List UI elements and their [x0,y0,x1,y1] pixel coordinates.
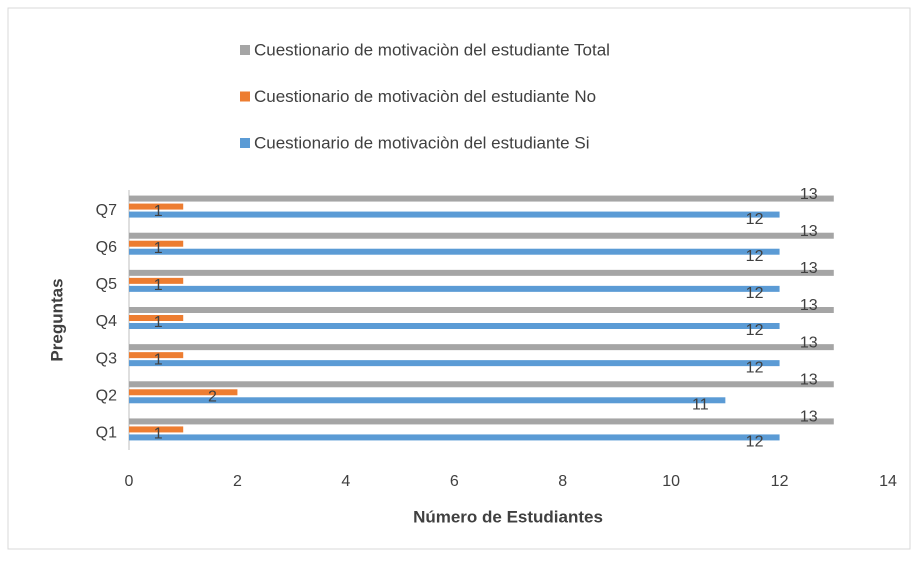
bar [129,269,834,276]
bar [129,426,184,433]
data-label: 12 [746,359,764,376]
bar [129,381,834,388]
data-label: 12 [746,285,764,302]
data-label: 1 [154,277,163,294]
data-label: 2 [208,389,217,406]
y-tick-label: Q3 [96,350,117,367]
bar [129,389,238,396]
legend-label: Cuestionario de motivaciòn del estudiant… [254,40,610,59]
bar [129,277,184,284]
y-tick-label: Q4 [96,313,117,330]
bar [129,211,780,218]
bar [129,248,780,255]
data-label: 12 [746,211,764,228]
data-label: 1 [154,203,163,220]
x-tick-label: 4 [341,473,350,490]
y-tick-label: Q6 [96,239,117,256]
data-label: 13 [800,297,818,314]
y-axis-label: Preguntas [47,278,66,361]
legend-swatch [240,91,250,102]
data-label: 13 [800,372,818,389]
bar [129,434,780,441]
data-label: 13 [800,409,818,426]
data-label: 13 [800,260,818,277]
data-label: 11 [692,397,709,414]
bar [129,307,834,313]
bar [129,352,184,359]
x-tick-label: 6 [450,473,459,490]
x-tick-label: 0 [125,473,134,490]
y-tick-label: Q1 [96,425,117,442]
bar [129,397,726,404]
x-tick-label: 10 [662,473,680,490]
bar [129,240,184,247]
data-label: 12 [746,248,764,265]
y-tick-label: Q7 [96,202,117,219]
legend-swatch [240,45,250,55]
data-label: 13 [800,223,818,240]
bar [129,418,834,425]
legend-label: Cuestionario de motivaciòn del estudiant… [254,133,589,152]
bar [129,195,834,202]
bar [129,360,780,367]
data-label: 12 [746,434,764,451]
data-label: 1 [154,351,163,368]
x-axis-label: Número de Estudiantes [413,507,603,526]
bar [129,315,184,321]
data-label: 1 [154,240,163,257]
bar [129,232,834,239]
legend-label: Cuestionario de motivaciòn del estudiant… [254,87,596,106]
x-tick-label: 14 [879,473,897,490]
data-label: 12 [746,322,764,339]
legend-swatch [240,138,250,148]
x-tick-label: 12 [771,473,789,490]
x-tick-label: 2 [233,473,242,490]
data-label: 13 [800,186,818,203]
data-label: 1 [154,314,163,331]
data-label: 13 [800,334,818,351]
bar [129,323,780,329]
bar [129,285,780,292]
data-label: 1 [154,426,163,443]
bar [129,203,184,210]
y-tick-label: Q5 [96,276,117,293]
bar [129,344,834,351]
x-tick-label: 8 [558,473,567,490]
y-tick-label: Q2 [96,388,117,405]
